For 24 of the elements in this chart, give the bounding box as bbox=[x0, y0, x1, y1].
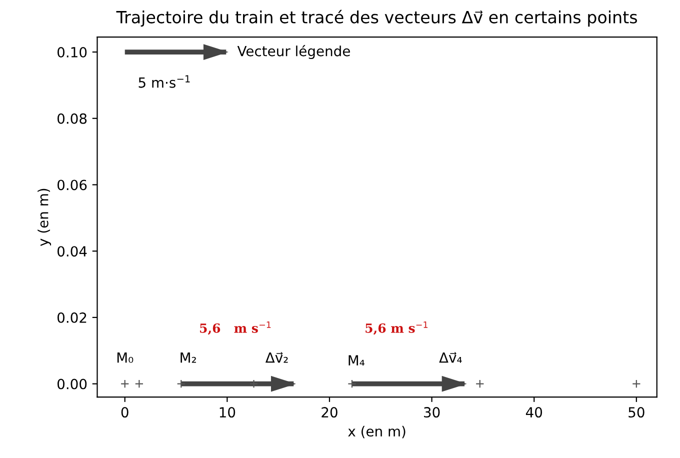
annotation: M₀ bbox=[117, 352, 134, 363]
annotation: Vecteur légende bbox=[237, 45, 350, 60]
annotation: 5,6 m s$^{−1}$ bbox=[366, 322, 428, 335]
x-tick-label: 50 bbox=[628, 407, 644, 418]
annotation: Δv⃗₂ bbox=[265, 352, 288, 363]
y-tick-label: 0.08 bbox=[58, 113, 87, 124]
x-axis-title: x (en m) bbox=[348, 426, 406, 438]
chart-title: Trajectoire du train et tracé des vecteurs Δv⃗ en certains points bbox=[116, 10, 637, 27]
annotation: Δv⃗₄ bbox=[439, 352, 462, 363]
y-tick-label: 0.10 bbox=[58, 46, 87, 58]
y-tick-label: 0.04 bbox=[58, 246, 87, 257]
x-tick-label: 40 bbox=[526, 407, 542, 418]
x-tick-label: 0 bbox=[121, 407, 128, 418]
y-tick-label: 0.06 bbox=[58, 180, 87, 190]
annotation: M₂ bbox=[180, 352, 196, 363]
y-axis-title: y (en m) bbox=[38, 188, 52, 246]
y-tick-label: 0.02 bbox=[58, 312, 86, 323]
annotation: M₄ bbox=[348, 355, 364, 366]
x-tick-label: 10 bbox=[220, 407, 236, 418]
x-tick-label: 20 bbox=[322, 407, 338, 418]
y-tick-label: 0.00 bbox=[58, 378, 87, 390]
annotation: 5 m·s$^{−1}$ bbox=[138, 75, 190, 88]
x-tick-label: 30 bbox=[424, 407, 440, 418]
annotation: 5,6 m s$^{−1}$ bbox=[200, 322, 271, 335]
